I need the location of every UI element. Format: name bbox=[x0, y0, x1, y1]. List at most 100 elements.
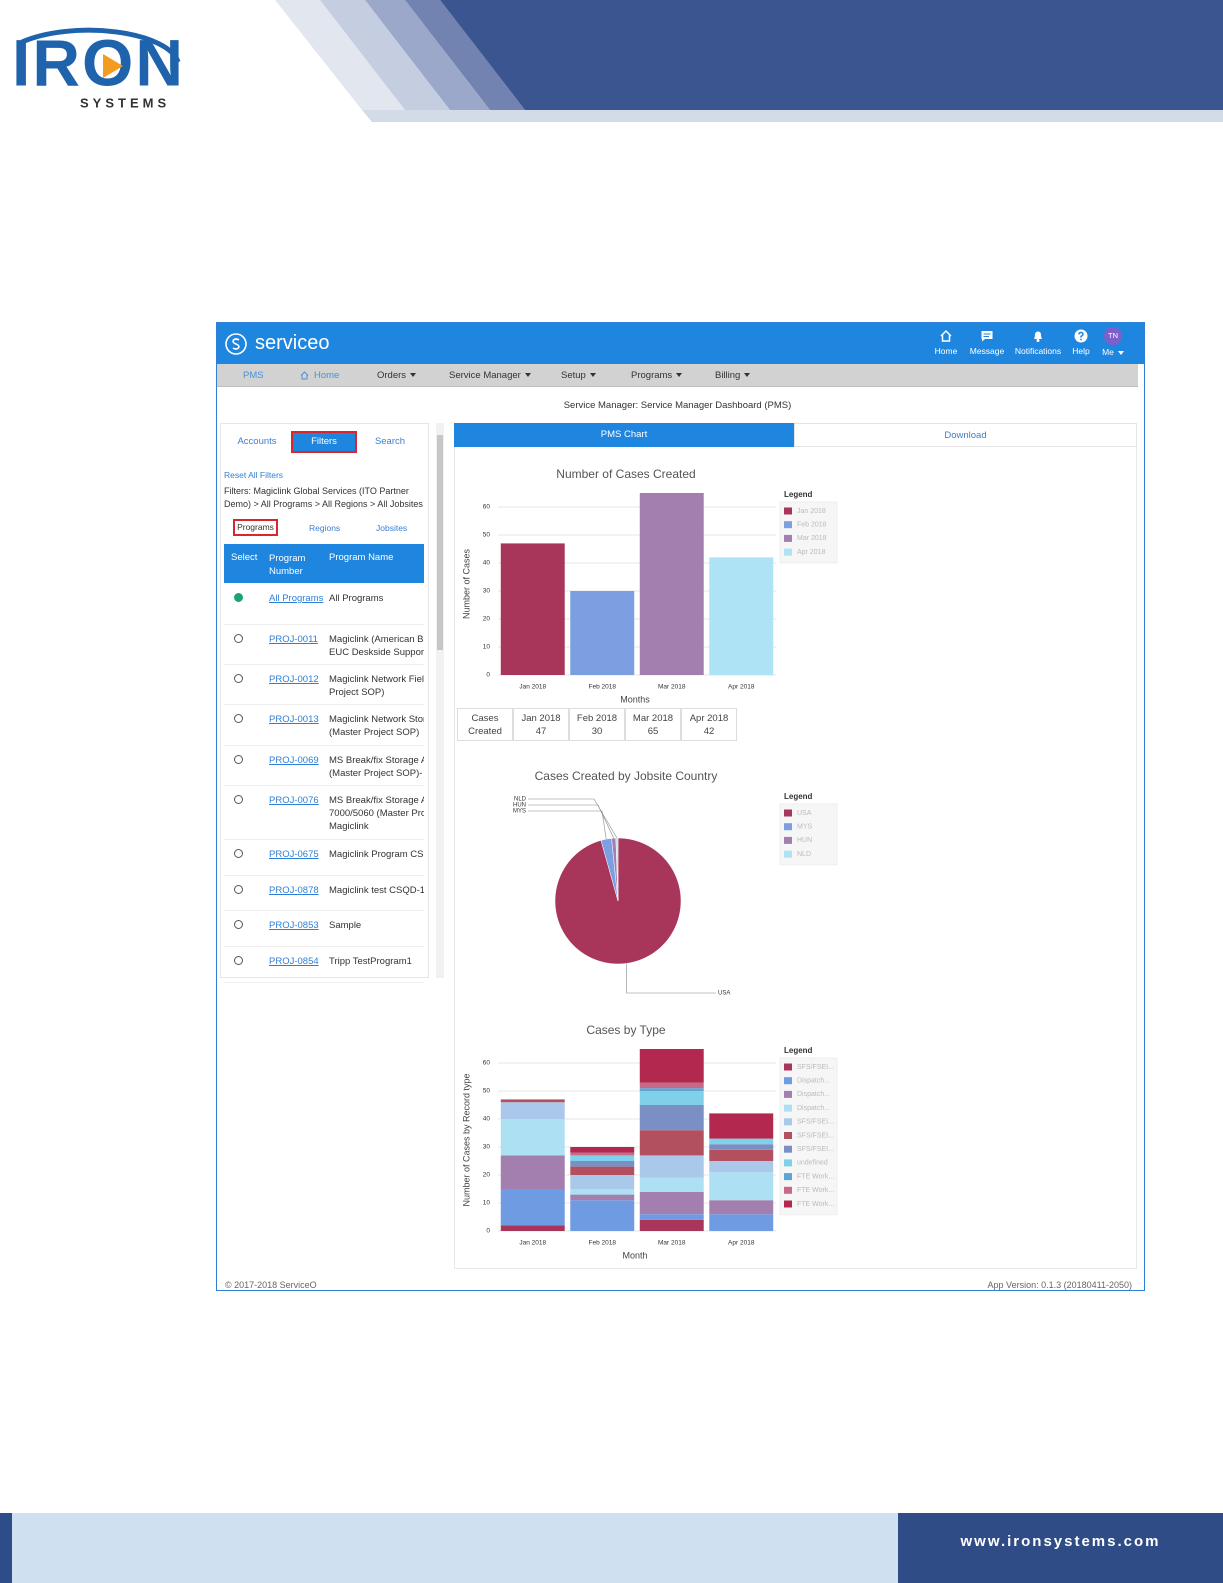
program-number[interactable]: PROJ-0069 bbox=[269, 755, 319, 766]
nav-message[interactable]: Message bbox=[957, 329, 1017, 356]
legend-swatch bbox=[784, 1159, 792, 1167]
radio[interactable] bbox=[234, 849, 243, 858]
radio[interactable] bbox=[234, 674, 243, 683]
copyright: © 2017-2018 ServiceO bbox=[225, 1280, 317, 1290]
table-cell: Mar 2018 65 bbox=[625, 708, 681, 741]
radio[interactable] bbox=[234, 956, 243, 965]
radio[interactable] bbox=[234, 714, 243, 723]
tab-active[interactable]: PMS Chart bbox=[454, 423, 794, 447]
menu-item[interactable]: Programs bbox=[631, 370, 683, 381]
menu-item[interactable]: Service Manager bbox=[449, 370, 531, 381]
legend-label: Jan 2018 bbox=[797, 508, 826, 515]
legend-label: USA bbox=[797, 810, 812, 817]
bar-segment bbox=[639, 1082, 704, 1089]
bar-segment bbox=[500, 1189, 565, 1226]
bar-segment bbox=[500, 1102, 565, 1119]
nav-me[interactable]: TN Me bbox=[1083, 327, 1143, 357]
legend-swatch bbox=[784, 548, 792, 556]
program-number[interactable]: PROJ-0012 bbox=[269, 674, 319, 685]
menu-item[interactable]: Setup bbox=[561, 370, 596, 381]
radio[interactable] bbox=[234, 634, 243, 643]
x-tick-label: Mar 2018 bbox=[658, 1240, 686, 1247]
leader-line bbox=[528, 804, 614, 839]
menu-item[interactable]: Billing bbox=[715, 370, 751, 381]
program-number[interactable]: PROJ-0013 bbox=[269, 714, 319, 725]
app-version: App Version: 0.1.3 (20180411-2050) bbox=[987, 1280, 1132, 1290]
x-tick-label: Apr 2018 bbox=[728, 684, 755, 691]
header-cell: Select bbox=[231, 552, 258, 563]
bar-segment bbox=[570, 1200, 635, 1231]
bar-segment bbox=[639, 1177, 704, 1192]
menu-item[interactable]: Orders bbox=[377, 370, 417, 381]
radio[interactable] bbox=[234, 920, 243, 929]
y-tick-label: 30 bbox=[483, 588, 491, 595]
legend-swatch bbox=[784, 507, 792, 515]
program-name: Magiclink Network Field Project SOP) bbox=[329, 674, 424, 698]
program-name: Magiclink Network Stora (Master Project … bbox=[329, 714, 424, 738]
sub-tab[interactable]: Regions bbox=[309, 523, 341, 533]
chart: Number of Cases Created 0 10 20 30 40 50 60 Jan … bbox=[461, 467, 838, 704]
bar-segment bbox=[709, 1149, 774, 1161]
tab[interactable]: Accounts bbox=[237, 436, 277, 447]
tab[interactable]: Download bbox=[794, 423, 1137, 447]
program-number[interactable]: PROJ-0878 bbox=[269, 885, 319, 896]
program-number[interactable]: PROJ-0011 bbox=[269, 634, 318, 645]
legend-title: Legend bbox=[784, 792, 813, 801]
program-number[interactable]: All Programs bbox=[269, 593, 324, 604]
program-number[interactable]: PROJ-0675 bbox=[269, 849, 319, 860]
nav-notifications[interactable]: Notifications bbox=[1008, 329, 1068, 356]
nav-help[interactable]: Help bbox=[1051, 329, 1111, 356]
scrollbar[interactable] bbox=[436, 423, 444, 978]
bar-segment bbox=[709, 1200, 774, 1215]
menu-item[interactable]: Home bbox=[314, 370, 340, 381]
legend-label: Mar 2018 bbox=[797, 535, 827, 542]
radio[interactable] bbox=[234, 885, 243, 894]
program-number[interactable]: PROJ-0854 bbox=[269, 956, 319, 967]
table-header: Select Program Number Program Name bbox=[224, 544, 424, 583]
radio[interactable] bbox=[234, 755, 243, 764]
menu-label: Setup bbox=[561, 370, 586, 381]
table-row: PROJ-0853 Sample bbox=[224, 911, 424, 947]
y-tick-label: 40 bbox=[483, 560, 491, 567]
menu-label: Orders bbox=[377, 370, 407, 381]
legend-label: FTE Work... bbox=[797, 1201, 834, 1208]
program-name: Tripp TestProgram1 bbox=[329, 956, 412, 967]
table-row: All Programs All Programs bbox=[224, 584, 424, 625]
legend-swatch bbox=[784, 1118, 792, 1126]
bar-segment bbox=[570, 1152, 635, 1156]
sub-tab-active[interactable]: Programs bbox=[233, 519, 278, 536]
program-name-cell: MS Break/fix Storage Ap (Master Project … bbox=[329, 754, 424, 780]
table-category: Feb 2018 bbox=[576, 713, 618, 724]
leader-line bbox=[528, 798, 618, 839]
legend-swatch bbox=[784, 1173, 792, 1181]
menu-item[interactable]: PMS bbox=[243, 370, 264, 381]
sub-tab[interactable]: Jobsites bbox=[376, 523, 408, 533]
bar bbox=[500, 543, 565, 675]
tab[interactable]: Search bbox=[374, 436, 406, 447]
y-tick-label: 30 bbox=[483, 1144, 491, 1151]
y-axis-label: Number of Cases bbox=[461, 548, 471, 619]
bar-segment bbox=[570, 1166, 635, 1175]
bar-segment bbox=[570, 1189, 635, 1195]
radio[interactable] bbox=[234, 593, 243, 602]
x-tick-label: Jan 2018 bbox=[519, 1240, 546, 1247]
nav-home[interactable]: Home bbox=[916, 329, 976, 356]
table-row: PROJ-0011 Magiclink (American Bar EUC Des… bbox=[224, 625, 424, 665]
program-name: Magiclink (American Bar EUC Deskside Sup… bbox=[329, 634, 424, 658]
x-tick-label: Apr 2018 bbox=[728, 1240, 755, 1247]
program-number[interactable]: PROJ-0853 bbox=[269, 920, 319, 931]
bar-segment bbox=[639, 1049, 704, 1083]
program-number[interactable]: PROJ-0076 bbox=[269, 795, 319, 806]
legend-swatch bbox=[784, 1077, 792, 1085]
radio[interactable] bbox=[234, 795, 243, 804]
table-value: 65 bbox=[647, 726, 659, 737]
tab-active[interactable]: Filters bbox=[291, 431, 357, 453]
nav-label: Me bbox=[1102, 347, 1114, 357]
legend-label: HUN bbox=[797, 837, 812, 844]
legend-swatch bbox=[784, 1145, 792, 1153]
legend-label: Dispatch... bbox=[797, 1105, 830, 1112]
filters-path: Filters: Magiclink Global Services (ITO … bbox=[224, 486, 423, 509]
reset-link[interactable]: Reset All Filters bbox=[224, 470, 284, 480]
y-tick-label: 0 bbox=[486, 1228, 490, 1235]
